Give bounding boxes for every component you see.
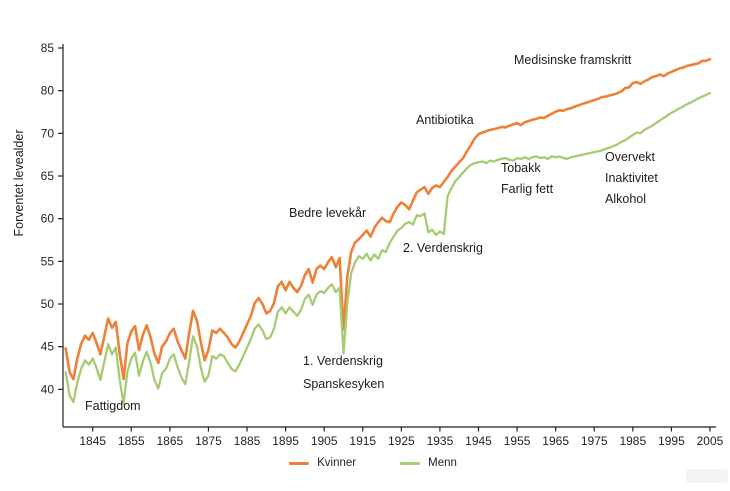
x-tick-label: 1895 bbox=[272, 434, 299, 448]
x-tick-label: 1925 bbox=[388, 434, 415, 448]
annotation-ww2: 2. Verdenskrig bbox=[403, 241, 483, 255]
legend-label-kvinner: Kvinner bbox=[317, 457, 357, 469]
annotation-ww1: 1. Verdenskrig Spanskesyken bbox=[303, 354, 385, 391]
x-tick-label: 1915 bbox=[349, 434, 376, 448]
y-axis-title: Forventet levealder bbox=[12, 129, 26, 237]
x-tick-label: 1905 bbox=[311, 434, 338, 448]
x-tick-label: 1985 bbox=[619, 434, 646, 448]
x-tick-label: 1955 bbox=[504, 434, 531, 448]
annotation-tobakk: Tobakk Farlig fett bbox=[501, 161, 554, 196]
x-tick-label: 1885 bbox=[234, 434, 261, 448]
y-tick-label: 55 bbox=[41, 254, 55, 268]
series-line-menn bbox=[64, 92, 712, 405]
annotation-fattigdom: Fattigdom bbox=[85, 399, 141, 413]
x-tick-label: 1975 bbox=[581, 434, 608, 448]
x-tick-label: 1935 bbox=[427, 434, 454, 448]
y-tick-label: 40 bbox=[41, 382, 55, 396]
x-tick-label: 1865 bbox=[157, 434, 184, 448]
y-tick-label: 65 bbox=[41, 169, 55, 183]
artifact-smudge bbox=[686, 469, 728, 483]
annotation-overvekt: Overvekt Inaktivitet Alkohol bbox=[605, 150, 658, 206]
legend-item-kvinner: Kvinner bbox=[289, 457, 356, 469]
series-line-kvinner bbox=[64, 57, 712, 381]
annotation-bedre-levekar: Bedre levekår bbox=[289, 206, 367, 220]
y-tick-label: 70 bbox=[41, 126, 55, 140]
x-tick-label: 1855 bbox=[118, 434, 145, 448]
y-tick-label: 85 bbox=[41, 41, 55, 55]
x-tick-label: 1945 bbox=[465, 434, 492, 448]
annotation-medisinske: Medisinske framskritt bbox=[514, 53, 632, 67]
legend-swatch-menn bbox=[400, 461, 421, 465]
legend-swatch-kvinner bbox=[289, 461, 310, 465]
y-tick-label: 60 bbox=[41, 212, 55, 226]
legend-label-menn: Menn bbox=[428, 457, 457, 469]
y-tick-label: 45 bbox=[41, 340, 55, 354]
x-tick-label: 1845 bbox=[79, 434, 106, 448]
legend: Kvinner Menn bbox=[0, 457, 730, 469]
annotation-antibiotika: Antibiotika bbox=[416, 113, 474, 127]
x-tick-label: 1995 bbox=[658, 434, 685, 448]
y-tick-label: 80 bbox=[41, 84, 55, 98]
x-tick-label: 2005 bbox=[697, 434, 724, 448]
y-tick-label: 50 bbox=[41, 297, 55, 311]
x-tick-label: 1965 bbox=[542, 434, 569, 448]
legend-item-menn: Menn bbox=[400, 457, 457, 469]
x-tick-label: 1875 bbox=[195, 434, 222, 448]
